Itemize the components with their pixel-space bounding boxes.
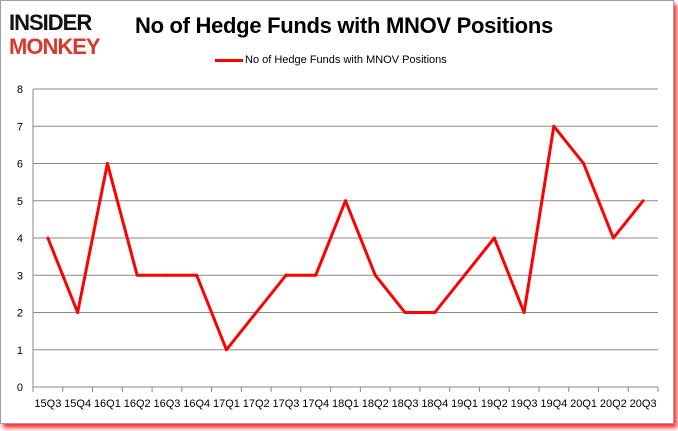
y-tick-label: 4 [17,233,23,245]
y-tick-label: 0 [17,382,23,394]
data-point [314,273,318,277]
x-tick-label: 19Q1 [451,398,478,410]
x-tick-label: 19Q3 [511,398,538,410]
x-tick-label: 18Q4 [421,398,448,410]
data-point [522,311,526,314]
data-point [165,273,169,277]
chart-title: No of Hedge Funds with MNOV Positions [135,13,553,38]
y-tick-label: 2 [17,308,23,320]
chart-frame: INSIDER MONKEY No of Hedge Funds with MN… [0,0,674,424]
legend: No of Hedge Funds with MNOV Positions [215,54,447,66]
x-tick-label: 20Q1 [570,398,597,410]
x-tick-label: 20Q2 [600,398,627,410]
x-tick-label: 16Q1 [94,398,121,410]
data-point [552,124,556,128]
data-point [433,311,437,314]
y-tick-label: 8 [17,84,23,96]
x-tick-label: 17Q2 [243,398,270,410]
insider-monkey-logo: INSIDER MONKEY [9,10,102,57]
data-point [105,162,109,165]
data-point [224,348,228,352]
data-point [344,199,347,203]
data-point [135,273,139,277]
data-point [463,273,467,277]
y-tick-label: 1 [17,345,23,357]
svg-text:MONKEY: MONKEY [9,34,101,57]
x-tick-label: 16Q4 [183,398,210,410]
data-point [492,236,496,240]
x-tick-label: 20Q3 [630,398,657,410]
y-tick-label: 3 [17,270,23,282]
data-point [641,199,645,203]
x-tick-label: 19Q2 [481,398,508,410]
data-point [254,311,258,314]
x-tick-label: 17Q3 [273,398,300,410]
x-tick-label: 17Q4 [302,398,329,410]
x-tick-label: 15Q3 [34,398,61,410]
data-point [403,311,407,314]
x-tick-label: 18Q3 [392,398,419,410]
svg-text:INSIDER: INSIDER [9,10,92,35]
data-point [611,236,615,240]
legend-swatch [215,58,243,62]
y-tick-label: 7 [17,121,23,133]
data-point [373,273,377,277]
y-tick-label: 5 [17,196,23,208]
x-tick-label: 15Q4 [64,398,91,410]
data-point [284,273,288,277]
x-tick-label: 18Q1 [332,398,359,410]
legend-label: No of Hedge Funds with MNOV Positions [245,54,447,66]
x-tick-label: 18Q2 [362,398,389,410]
x-tick-label: 16Q3 [153,398,180,410]
x-tick-label: 19Q4 [540,398,567,410]
x-tick-label: 16Q2 [124,398,151,410]
data-point [46,236,50,240]
x-tick-label: 17Q1 [213,398,240,410]
data-point [76,311,80,314]
y-tick-label: 6 [17,159,23,171]
data-point [582,162,586,165]
data-point [195,273,199,277]
